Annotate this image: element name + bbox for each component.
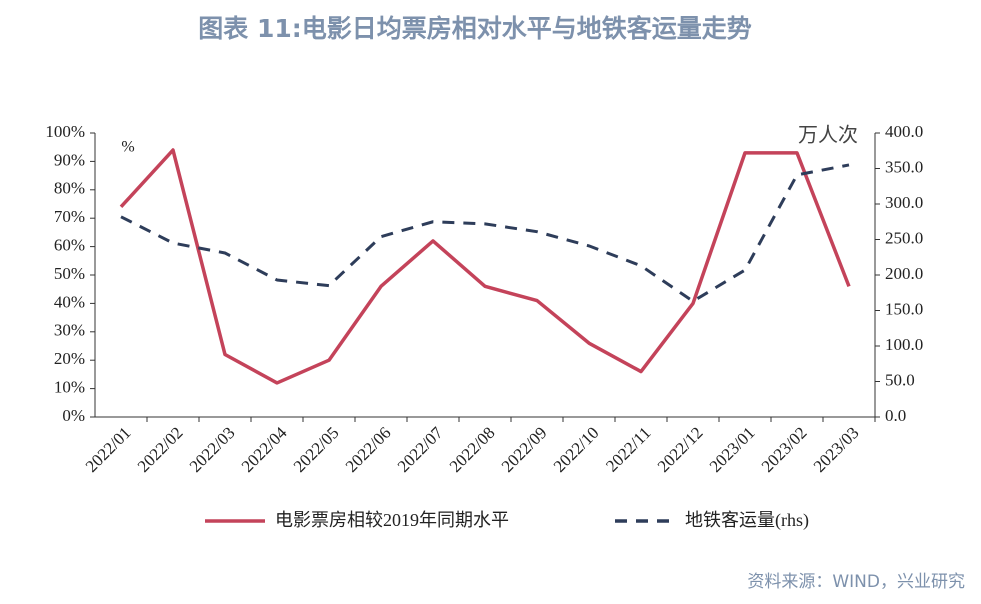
y2-tick-label: 50.0 xyxy=(885,370,915,389)
x-tick-label: 2022/07 xyxy=(394,423,447,476)
y-axis-label: % xyxy=(121,139,134,156)
x-tick-label: 2022/06 xyxy=(342,423,395,476)
x-tick-label: 2022/04 xyxy=(238,423,291,476)
legend-label: 地铁客运量(rhs) xyxy=(685,510,809,531)
y2-tick-label: 400.0 xyxy=(885,122,923,141)
x-tick-label: 2022/09 xyxy=(498,423,551,476)
y2-tick-label: 250.0 xyxy=(885,228,923,247)
x-tick-label: 2022/05 xyxy=(290,423,343,476)
y2-tick-label: 150.0 xyxy=(885,299,923,318)
x-tick-label: 2023/03 xyxy=(810,423,863,476)
series-line xyxy=(119,148,851,385)
x-tick-label: 2023/02 xyxy=(758,423,811,476)
y-tick-label: 70% xyxy=(54,207,85,226)
x-tick-label: 2023/01 xyxy=(706,423,759,476)
chart-title: 图表 11:电影日均票房相对水平与地铁客运量走势 xyxy=(198,14,752,43)
y-tick-label: 0% xyxy=(62,406,85,425)
y2-tick-label: 300.0 xyxy=(885,193,923,212)
y-tick-label: 50% xyxy=(54,264,85,283)
x-tick-label: 2022/12 xyxy=(654,423,707,476)
x-tick-label: 2022/10 xyxy=(550,423,603,476)
y2-axis-label: 万人次 xyxy=(798,124,858,147)
x-tick-label: 2022/03 xyxy=(186,423,239,476)
y2-tick-label: 100.0 xyxy=(885,335,923,354)
x-tick-label: 2022/01 xyxy=(82,423,135,476)
legend-label: 电影票房相较2019年同期水平 xyxy=(275,510,509,530)
y2-tick-label: 200.0 xyxy=(885,264,923,283)
x-tick-label: 2022/08 xyxy=(446,423,499,476)
y-tick-label: 20% xyxy=(54,349,85,368)
y-tick-label: 90% xyxy=(54,150,85,169)
x-tick-label: 2022/11 xyxy=(602,423,654,475)
y2-tick-label: 0.0 xyxy=(885,406,906,425)
y-tick-label: 40% xyxy=(54,292,85,311)
y-tick-label: 100% xyxy=(45,122,85,141)
y-tick-label: 30% xyxy=(54,321,85,340)
y-tick-label: 10% xyxy=(54,378,85,397)
source: 资料来源：WIND，兴业研究 xyxy=(747,572,965,592)
y-tick-label: 80% xyxy=(54,179,85,198)
y2-tick-label: 350.0 xyxy=(885,157,923,176)
y-tick-label: 60% xyxy=(54,236,85,255)
x-tick-label: 2022/02 xyxy=(134,423,187,476)
series-line xyxy=(120,163,850,303)
